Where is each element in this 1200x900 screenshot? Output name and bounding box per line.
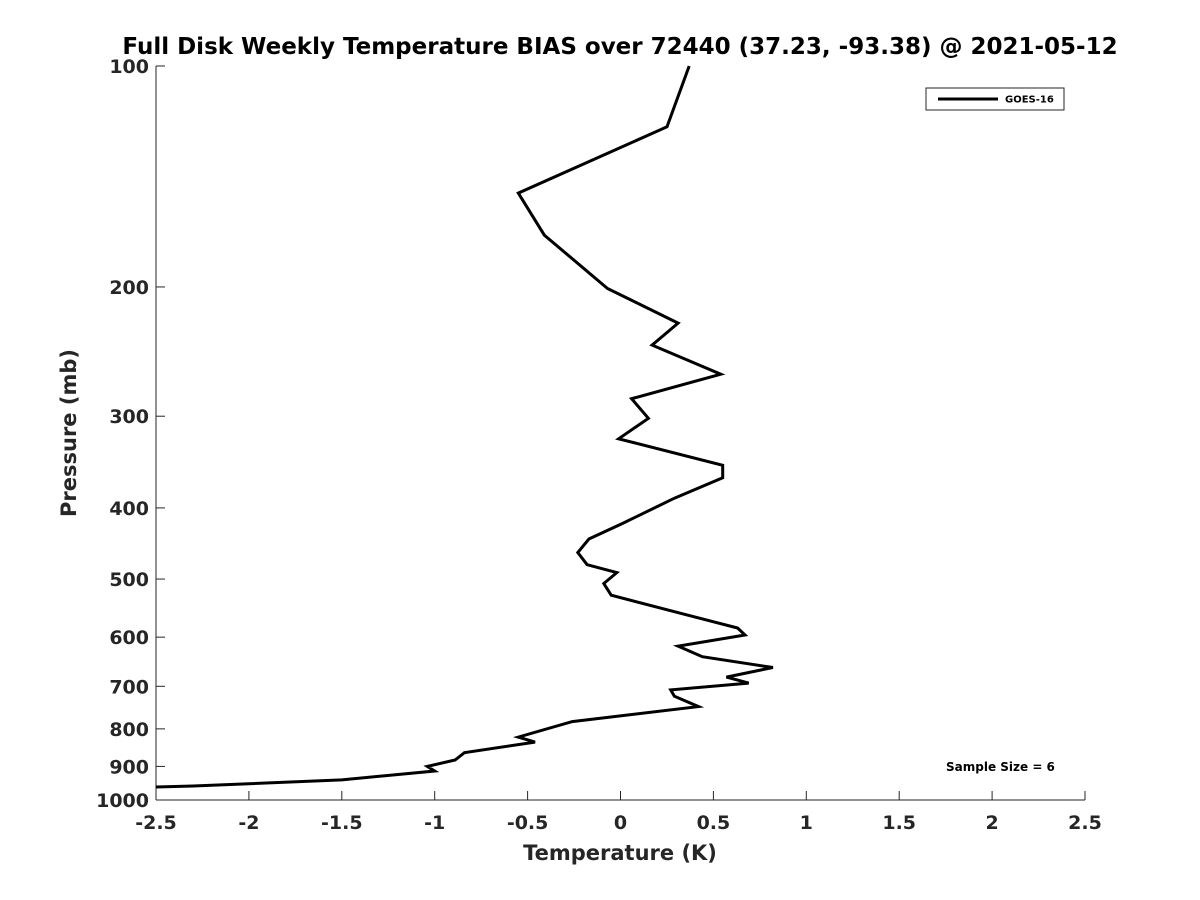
x-tick-label: -2 — [238, 812, 259, 834]
x-tick-label: -0.5 — [507, 812, 549, 834]
x-tick-label: -1.5 — [321, 812, 363, 834]
y-tick-label: 300 — [109, 406, 149, 428]
y-axis-label: Pressure (mb) — [57, 349, 81, 517]
x-tick-label: -2.5 — [135, 812, 177, 834]
x-tick-label: 1 — [800, 812, 813, 834]
y-tick-label: 500 — [109, 569, 149, 591]
y-tick-label: 400 — [109, 498, 149, 520]
x-tick-label: 2.5 — [1068, 812, 1102, 834]
series-layer — [155, 65, 774, 789]
y-tick-label: 200 — [109, 277, 149, 299]
x-ticks: -2.5 -2 -1.5 -1 -0.5 0 0.5 1 1.5 2 2.5 — [135, 791, 1102, 834]
x-tick-label: 0.5 — [697, 812, 731, 834]
sample-size-annotation: Sample Size = 6 — [946, 760, 1055, 774]
x-axis-label: Temperature (K) — [523, 841, 717, 865]
y-tick-label: 1000 — [96, 790, 149, 812]
x-tick-label: -1 — [424, 812, 445, 834]
x-tick-label: 0 — [614, 812, 627, 834]
legend-entry-goes-16: GOES-16 — [1005, 95, 1054, 106]
y-tick-label: 100 — [109, 56, 149, 78]
legend: GOES-16 — [925, 87, 1065, 111]
y-tick-label: 700 — [109, 676, 149, 698]
y-tick-label: 600 — [109, 627, 149, 649]
x-tick-label: 1.5 — [882, 812, 916, 834]
axes — [155, 66, 1085, 801]
chart-title: Full Disk Weekly Temperature BIAS over 7… — [122, 34, 1117, 60]
y-tick-label: 800 — [109, 719, 149, 741]
series-line-goes-16 — [155, 65, 774, 789]
y-tick-label: 900 — [109, 756, 149, 778]
y-ticks: 100 200 300 400 500 600 700 800 900 1000 — [96, 56, 165, 812]
x-tick-label: 2 — [985, 812, 998, 834]
